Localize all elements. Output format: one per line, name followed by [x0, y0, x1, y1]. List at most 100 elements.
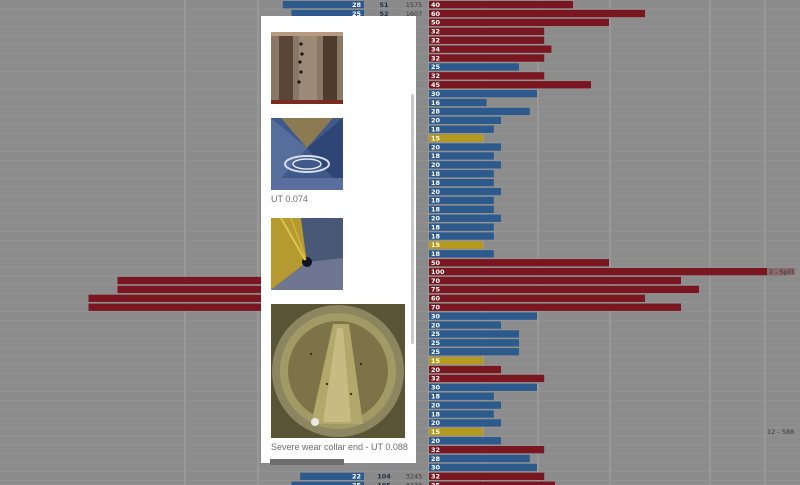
right-bar[interactable] — [429, 170, 494, 178]
right-bar[interactable] — [429, 268, 789, 276]
right-bar[interactable] — [429, 196, 494, 205]
right-bar-value: 18 — [431, 206, 441, 214]
right-bar[interactable] — [429, 357, 483, 365]
pipe-interior-yellow-photo[interactable] — [271, 218, 343, 290]
right-bar[interactable] — [429, 187, 501, 196]
joint-number[interactable]: 105 — [377, 482, 391, 485]
left-bar[interactable] — [88, 303, 365, 311]
right-bar-value: 15 — [431, 357, 441, 365]
joint-number[interactable]: 104 — [377, 473, 391, 481]
photo-item-1[interactable] — [271, 32, 416, 104]
right-bar-value: 50 — [431, 259, 441, 267]
joint-number[interactable]: 51 — [379, 1, 389, 9]
right-bar[interactable] — [429, 472, 545, 480]
right-bar[interactable] — [429, 143, 501, 151]
right-bar[interactable] — [429, 392, 494, 400]
right-bar[interactable] — [429, 241, 483, 249]
left-bar[interactable] — [117, 285, 365, 294]
depth-value: 1607 — [406, 10, 423, 18]
right-bar[interactable] — [429, 285, 699, 294]
right-bar-value: 30 — [431, 464, 441, 472]
left-bar[interactable] — [300, 472, 364, 480]
right-bar[interactable] — [429, 54, 545, 62]
right-bar[interactable] — [429, 463, 537, 472]
left-bar[interactable] — [88, 294, 365, 302]
right-bar-value: 18 — [431, 393, 441, 401]
right-bar[interactable] — [429, 27, 545, 35]
left-bar[interactable] — [117, 276, 365, 285]
right-bar[interactable] — [429, 36, 545, 44]
right-bar[interactable] — [429, 428, 483, 436]
panel-scrollbar[interactable] — [411, 24, 414, 454]
photo-item-4[interactable]: Severe wear collar end - UT 0.088 — [271, 304, 416, 452]
right-bar[interactable] — [429, 419, 501, 427]
right-bar[interactable] — [429, 437, 501, 445]
right-bar[interactable] — [429, 365, 501, 374]
right-bar[interactable] — [429, 107, 530, 116]
photo-item-3[interactable] — [271, 218, 416, 290]
right-bar[interactable] — [429, 294, 645, 302]
right-bar[interactable] — [429, 161, 501, 169]
right-bar[interactable] — [429, 232, 494, 240]
right-bar-value: 18 — [431, 126, 441, 134]
right-bar[interactable] — [429, 250, 494, 258]
right-bar[interactable] — [429, 339, 519, 347]
left-bar[interactable] — [291, 481, 365, 485]
right-bar[interactable] — [429, 179, 494, 187]
right-bar[interactable] — [429, 214, 501, 222]
right-bar[interactable] — [429, 276, 681, 285]
left-bar[interactable] — [282, 1, 364, 9]
right-bar[interactable] — [429, 321, 501, 329]
row-note: 12 - 588 — [767, 428, 794, 436]
right-bar[interactable] — [429, 223, 494, 231]
left-bar[interactable] — [291, 9, 365, 18]
photo-viewer-panel[interactable]: UT 0.074 — [261, 16, 416, 463]
right-bar-value: 18 — [431, 232, 441, 240]
right-bar-value: 15 — [431, 134, 441, 142]
right-bar[interactable] — [429, 303, 681, 311]
right-bar[interactable] — [429, 81, 591, 89]
right-bar[interactable] — [429, 9, 645, 18]
right-bar-value: 20 — [431, 188, 441, 196]
right-bar[interactable] — [429, 18, 609, 27]
right-bar-value: 32 — [431, 54, 440, 62]
right-bar[interactable] — [429, 125, 494, 133]
right-bar[interactable] — [429, 72, 545, 80]
right-bar-value: 30 — [431, 90, 441, 98]
right-bar-value: 18 — [431, 250, 441, 258]
right-bar-value: 20 — [431, 401, 441, 409]
right-bar-value: 20 — [431, 117, 441, 125]
photo-list[interactable]: UT 0.074 — [261, 16, 416, 463]
right-bar[interactable] — [429, 410, 494, 418]
right-bar[interactable] — [429, 383, 537, 391]
next-photo-preview — [270, 459, 344, 465]
right-bar[interactable] — [429, 454, 530, 463]
right-bar[interactable] — [429, 1, 573, 9]
right-bar[interactable] — [429, 259, 609, 267]
right-bar-value: 50 — [431, 19, 441, 27]
right-bar[interactable] — [429, 152, 494, 160]
right-bar[interactable] — [429, 330, 519, 338]
right-bar-value: 40 — [431, 1, 441, 9]
right-bar[interactable] — [429, 205, 494, 213]
right-bar[interactable] — [429, 134, 483, 142]
right-bar[interactable] — [429, 90, 537, 98]
right-bar[interactable] — [429, 446, 545, 454]
right-bar[interactable] — [429, 63, 519, 71]
joint-number[interactable]: 52 — [379, 10, 388, 18]
right-bar[interactable] — [429, 45, 552, 53]
right-bar[interactable] — [429, 481, 555, 485]
panel-scrollbar-thumb[interactable] — [411, 94, 414, 344]
right-bar[interactable] — [429, 401, 501, 409]
right-bar[interactable] — [429, 98, 487, 107]
right-bar-value: 15 — [431, 428, 441, 436]
right-bar[interactable] — [429, 374, 545, 383]
right-bar[interactable] — [429, 312, 537, 320]
pipe-bore-wear-photo[interactable] — [271, 304, 405, 438]
right-bar[interactable] — [429, 348, 519, 356]
photo-item-2[interactable]: UT 0.074 — [271, 118, 416, 204]
right-bar-value: 70 — [431, 304, 441, 312]
right-bar[interactable] — [429, 116, 501, 124]
pipe-interior-photo[interactable] — [271, 118, 343, 190]
pipe-exterior-photo[interactable] — [271, 32, 343, 104]
